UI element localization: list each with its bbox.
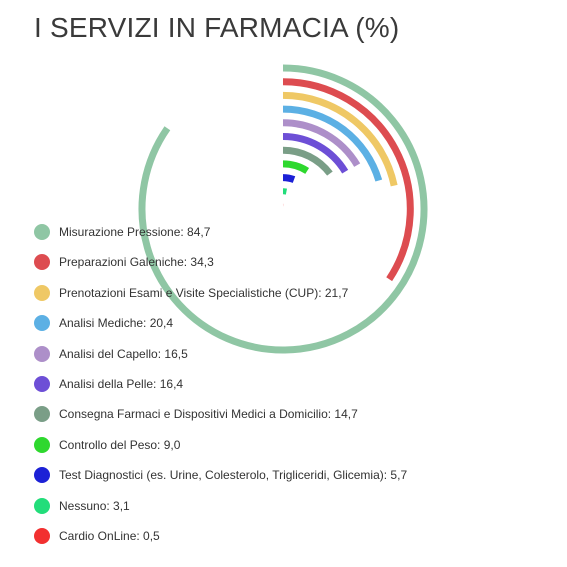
- radial-bar-7: [282, 146, 333, 176]
- legend-swatch: [34, 527, 50, 544]
- legend-label: Misurazione Pressione: 84,7: [59, 225, 211, 239]
- legend-swatch: [34, 254, 50, 271]
- legend-swatch: [34, 284, 50, 301]
- legend-label: Analisi della Pelle: 16,4: [59, 376, 184, 391]
- legend-swatch: [34, 375, 50, 392]
- radial-bar-8: [282, 160, 310, 174]
- radial-bar-6: [282, 133, 349, 174]
- legend-label: Consegna Farmaci e Dispositivi Medici a …: [59, 407, 358, 422]
- radial-bar-1: [138, 64, 428, 354]
- legend-item: Analisi della Pelle: 16,4: [34, 374, 407, 394]
- legend-swatch: [34, 345, 50, 362]
- legend-item: Consegna Farmaci e Dispositivi Medici a …: [34, 404, 407, 424]
- radial-bar-9: [282, 174, 296, 183]
- chart-title: I SERVIZI IN FARMACIA (%): [34, 12, 400, 43]
- legend-swatch: [34, 224, 50, 240]
- legend-label: Cardio OnLine: 0,5: [59, 528, 160, 543]
- legend-item: Controllo del Peso: 9,0: [34, 435, 407, 455]
- legend-item: Misurazione Pressione: 84,7: [34, 222, 407, 242]
- legend-item: Preparazioni Galeniche: 34,3: [34, 252, 407, 272]
- radial-bar-5: [282, 119, 361, 167]
- legend-label: Analisi Mediche: 20,4: [59, 316, 174, 331]
- legend-label: Controllo del Peso: 9,0: [59, 437, 181, 452]
- legend-item: Analisi Mediche: 20,4: [34, 313, 407, 333]
- legend: Misurazione Pressione: 84,7 Preparazioni …: [34, 222, 407, 556]
- legend-item: Analisi del Capello: 16,5: [34, 344, 407, 364]
- legend-swatch: [34, 467, 50, 484]
- legend-swatch: [34, 406, 50, 423]
- legend-label: Prenotazioni Esami e Visite Specialistic…: [59, 285, 349, 300]
- legend-swatch: [34, 315, 50, 332]
- radial-bar-2: [282, 78, 414, 282]
- legend-item: Nessuno: 3,1: [34, 496, 407, 516]
- legend-label: Test Diagnostici (es. Urine, Colesterolo…: [59, 468, 408, 483]
- legend-item: Cardio OnLine: 0,5: [34, 526, 407, 546]
- legend-item: Prenotazioni Esami e Visite Specialistic…: [34, 283, 407, 303]
- legend-swatch: [34, 497, 50, 514]
- radial-bar-4: [282, 105, 383, 182]
- legend-label: Nessuno: 3,1: [59, 498, 130, 513]
- legend-label: Analisi del Capello: 16,5: [59, 346, 188, 361]
- legend-swatch: [34, 436, 50, 453]
- legend-label: Preparazioni Galeniche: 34,3: [59, 255, 214, 270]
- radial-bar-3: [282, 91, 398, 187]
- legend-item: Test Diagnostici (es. Urine, Colesterolo…: [34, 465, 407, 485]
